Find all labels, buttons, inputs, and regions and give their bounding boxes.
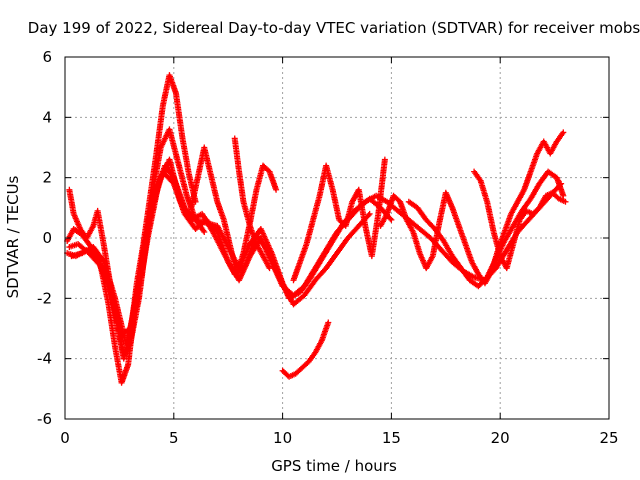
y-tick-label: 6	[42, 48, 52, 66]
series-arc-8	[290, 156, 388, 284]
series-arc-11	[471, 168, 569, 272]
y-tick-label: -4	[37, 350, 52, 368]
x-tick-label: 5	[169, 429, 179, 447]
y-tick-label: -2	[37, 289, 52, 307]
series-arc-12	[279, 319, 332, 380]
x-tick-label: 15	[382, 429, 401, 447]
x-tick-label: 0	[60, 429, 70, 447]
x-axis-label: GPS time / hours	[271, 457, 397, 475]
series-markers	[405, 168, 567, 290]
series-arc-5	[66, 72, 199, 362]
series-markers	[66, 72, 199, 362]
series-arc-6	[188, 144, 280, 278]
x-tick-label: 25	[599, 429, 618, 447]
series-arc-7	[231, 135, 273, 272]
y-tick-label: -6	[37, 410, 52, 428]
y-tick-label: 2	[42, 169, 52, 187]
series-markers	[290, 156, 388, 284]
x-tick-label: 10	[273, 429, 292, 447]
y-tick-label: 0	[42, 229, 52, 247]
series-markers	[279, 319, 332, 380]
x-tick-label: 20	[491, 429, 510, 447]
series-markers	[471, 168, 569, 272]
series-arc-10	[405, 168, 567, 290]
series-markers	[231, 135, 273, 272]
y-axis-label: SDTVAR / TECUs	[4, 175, 22, 298]
y-tick-label: 4	[42, 108, 52, 126]
series-markers	[188, 144, 280, 278]
chart-title: Day 199 of 2022, Sidereal Day-to-day VTE…	[28, 19, 640, 37]
data-points	[64, 72, 569, 386]
axis-ticks: 0 5 10 15 20 25 -6 -4 -2 0 2 4 6	[37, 48, 619, 447]
